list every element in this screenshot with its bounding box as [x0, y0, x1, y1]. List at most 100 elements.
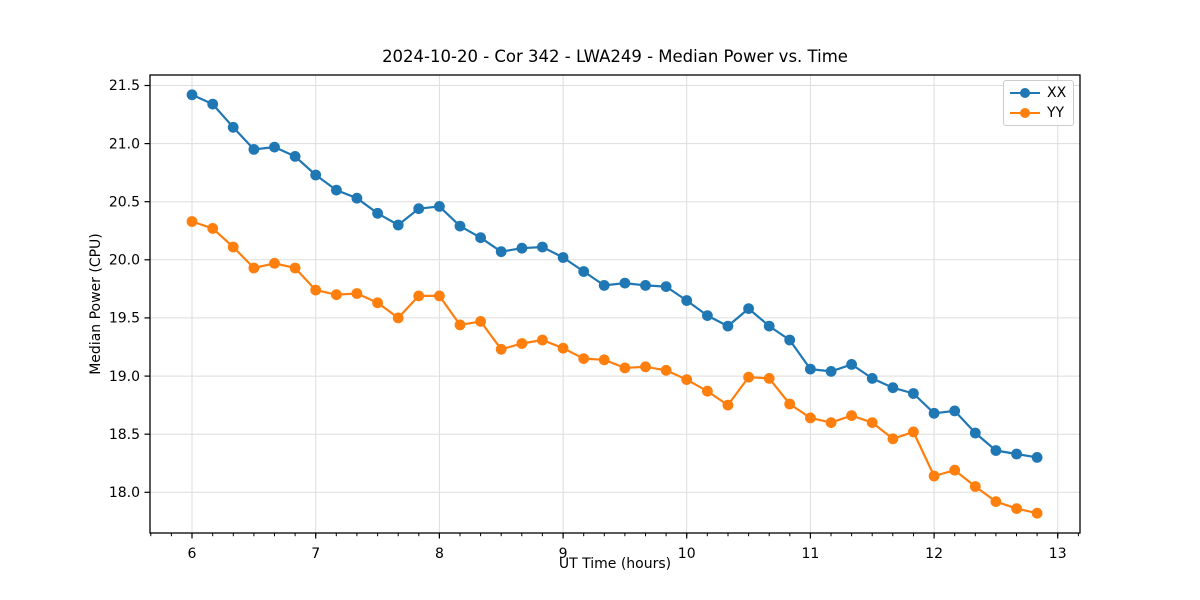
data-point-yy — [949, 464, 961, 476]
x-tick-label: 13 — [1049, 546, 1067, 562]
x-tick-label: 9 — [559, 546, 568, 562]
data-point-yy — [475, 316, 486, 327]
data-point-yy — [681, 374, 693, 385]
data-point-yy — [928, 470, 940, 482]
data-point-yy — [351, 288, 363, 299]
data-point-xx — [351, 192, 363, 204]
data-point-xx — [331, 184, 342, 196]
data-point-yy — [495, 343, 507, 355]
data-point-xx — [908, 388, 919, 399]
data-point-xx — [1031, 452, 1043, 463]
data-point-yy — [743, 371, 754, 383]
data-point-xx — [269, 141, 280, 153]
x-tick-label: 7 — [311, 546, 320, 562]
data-point-xx — [660, 281, 672, 292]
data-point-yy — [331, 289, 342, 301]
data-point-xx — [413, 203, 425, 215]
data-point-xx — [949, 405, 961, 417]
data-point-xx — [928, 407, 940, 419]
data-point-xx — [372, 207, 383, 219]
series-line-yy — [191, 220, 1038, 515]
data-point-yy — [866, 417, 878, 428]
data-point-yy — [578, 353, 590, 364]
data-point-yy — [248, 262, 260, 274]
data-point-xx — [289, 151, 301, 162]
y-tick-label: 18.0 — [109, 485, 140, 501]
data-point-xx — [310, 169, 322, 181]
data-point-xx — [846, 359, 857, 370]
data-point-yy — [619, 362, 631, 374]
data-point-xx — [619, 277, 631, 289]
data-point-xx — [887, 382, 899, 394]
data-point-yy — [825, 417, 837, 428]
data-point-yy — [722, 399, 734, 411]
data-point-yy — [805, 412, 816, 424]
y-tick-label: 19.5 — [109, 311, 140, 327]
chart-title: 2024-10-20 - Cor 342 - LWA249 - Median P… — [382, 47, 848, 66]
x-tick-label: 10 — [678, 546, 696, 562]
data-point-xx — [784, 334, 796, 346]
data-point-xx — [825, 366, 837, 377]
data-point-xx — [186, 89, 198, 101]
data-point-xx — [805, 363, 816, 375]
data-point-yy — [269, 257, 280, 269]
data-point-yy — [990, 496, 1002, 507]
x-tick-label: 8 — [435, 546, 444, 562]
data-point-yy — [537, 334, 548, 346]
data-point-xx — [969, 427, 981, 439]
data-point-xx — [990, 445, 1002, 456]
data-point-xx — [227, 121, 239, 133]
data-point-xx — [598, 280, 610, 291]
legend-marker-yy-icon — [1010, 107, 1040, 119]
data-point-yy — [186, 216, 198, 227]
y-tick-label: 18.5 — [109, 427, 140, 443]
data-point-xx — [475, 232, 486, 244]
data-point-yy — [227, 241, 239, 253]
data-point-yy — [413, 290, 425, 302]
data-point-yy — [392, 312, 404, 324]
data-point-yy — [660, 364, 672, 376]
data-point-xx — [681, 295, 693, 306]
data-point-yy — [310, 284, 322, 296]
data-point-yy — [640, 361, 651, 373]
x-axis-label: UT Time (hours) — [558, 556, 672, 572]
data-point-yy — [454, 319, 466, 331]
y-tick-label: 20.5 — [109, 194, 140, 210]
data-point-xx — [434, 201, 445, 212]
data-point-xx — [743, 303, 754, 314]
data-point-yy — [702, 385, 713, 397]
y-tick-label: 20.0 — [109, 253, 140, 269]
y-tick-label: 19.0 — [109, 369, 140, 385]
data-point-xx — [537, 241, 548, 253]
data-point-xx — [578, 266, 590, 277]
data-point-xx — [454, 220, 466, 232]
legend-label-xx: XX — [1047, 85, 1067, 101]
data-point-xx — [722, 320, 734, 332]
y-tick-label: 21.5 — [109, 78, 140, 94]
data-point-yy — [763, 373, 775, 384]
data-point-yy — [784, 398, 796, 410]
data-point-yy — [1031, 507, 1043, 519]
data-point-yy — [887, 433, 899, 445]
legend-label-yy: YY — [1047, 105, 1065, 121]
data-point-xx — [557, 252, 569, 263]
data-point-xx — [392, 219, 404, 231]
legend-item-xx: XX — [1010, 83, 1067, 103]
y-tick-label: 21.0 — [109, 136, 140, 152]
data-point-xx — [763, 320, 775, 332]
legend: XX YY — [1003, 80, 1074, 126]
data-point-xx — [702, 310, 713, 321]
data-point-xx — [248, 144, 260, 155]
x-tick-label: 12 — [925, 546, 943, 562]
data-point-xx — [640, 280, 651, 291]
data-point-xx — [866, 373, 878, 384]
series-line-xx — [191, 93, 1038, 459]
data-point-yy — [969, 481, 981, 492]
data-point-yy — [846, 410, 857, 421]
data-point-yy — [908, 426, 919, 438]
data-point-yy — [372, 297, 383, 309]
legend-marker-xx-icon — [1010, 87, 1040, 99]
data-point-xx — [1011, 448, 1022, 460]
